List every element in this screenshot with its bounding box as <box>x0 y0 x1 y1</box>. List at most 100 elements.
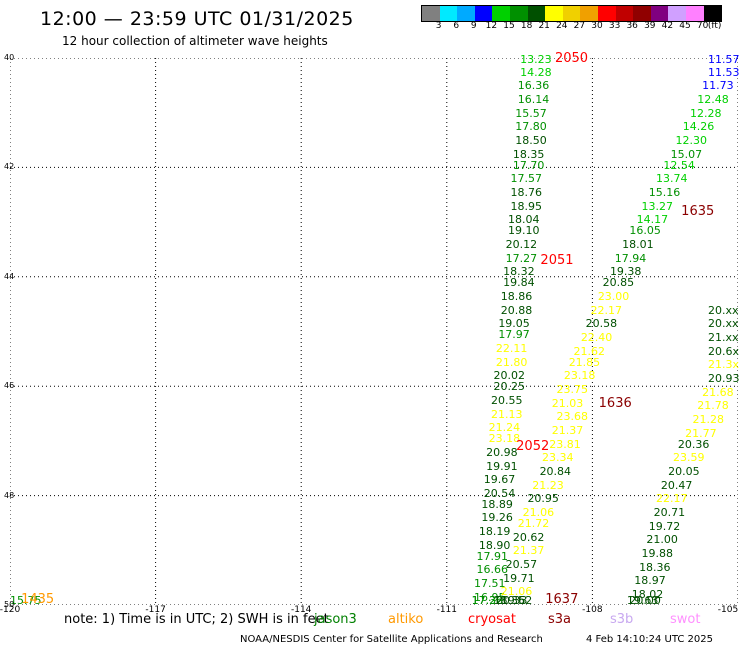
lon-tick-label: -111 <box>436 605 458 615</box>
wave-height-value: 17.32 <box>471 594 504 607</box>
wave-height-value: 14.17 <box>636 213 669 227</box>
wave-height-value: 20.85 <box>602 276 635 290</box>
wave-height-value: 20.05 <box>668 464 700 478</box>
pass-label: 2051 <box>540 253 574 269</box>
wave-height-value: 16.66 <box>476 563 508 577</box>
satellite-legend-s3a: s3a <box>548 612 572 627</box>
satellite-legend-swot: swot <box>670 612 701 627</box>
wave-height-value: 20.93 <box>708 371 740 385</box>
satellite-legend-jason3: jason3 <box>314 612 357 627</box>
legend-tick-label: 30 <box>591 21 603 31</box>
pass-label: 2050 <box>554 51 589 66</box>
wave-height-value: 19.71 <box>503 571 535 585</box>
wave-height-value: 21.37 <box>551 423 584 437</box>
legend-swatch <box>580 6 598 21</box>
lon-tick-label: -105 <box>717 605 739 615</box>
legend-tick-label: 6 <box>453 21 460 31</box>
wave-height-value: 18.95 <box>510 199 542 213</box>
wave-height-value: 11.53 <box>708 65 740 79</box>
wave-height-value: 20.25 <box>493 380 525 394</box>
legend-tick-label: 24 <box>556 21 568 31</box>
wave-height-value: 23.75 <box>556 382 589 396</box>
wave-height-value: 14.26 <box>682 120 715 134</box>
wave-height-value: 16.14 <box>517 93 550 107</box>
legend-tick-label: 15 <box>503 21 515 31</box>
wave-height-value: 17.94 <box>614 251 647 265</box>
wave-height-value: 20.98 <box>486 445 518 459</box>
wave-height-value: 20.xx <box>708 317 739 331</box>
wave-height-value: 21.24 <box>488 421 521 435</box>
wave-height-value: 21.06 <box>500 585 533 599</box>
legend-tick-label: 42 <box>661 21 674 31</box>
wave-height-value: 20.12 <box>505 237 538 251</box>
wave-height-value: 15.57 <box>515 106 547 120</box>
wave-height-value: 22.40 <box>580 330 613 344</box>
color-scale-labels: 3 6 9 12 15 18 21 24 27 30 33 36 39 42 45 70 (ft) <box>421 21 740 33</box>
wave-height-value: 18.36 <box>639 560 671 574</box>
wave-height-value: 19.88 <box>641 547 673 561</box>
wave-height-map: 13.23 14.28 16.36 16.14 15.57 17.80 18.50 18.35… <box>10 52 740 607</box>
wave-height-value: 20.71 <box>653 506 686 519</box>
wave-height-value: 19.10 <box>508 224 540 238</box>
wave-height-value: 21.03 <box>551 396 584 410</box>
wave-height-value: 18.89 <box>481 497 513 511</box>
lon-tick-label: -114 <box>290 605 312 615</box>
lon-tick-label: -108 <box>582 605 603 615</box>
wave-height-value: 21.68 <box>702 385 734 399</box>
note-text: note: 1) Time is in UTC; 2) SWH is in fe… <box>64 612 329 627</box>
legend-swatch <box>562 6 581 21</box>
wave-height-value: 18.76 <box>510 186 542 199</box>
lat-tick-label: 50 <box>4 600 15 609</box>
wave-height-value: 13.23 <box>520 53 552 66</box>
wave-height-value: 23.68 <box>556 410 589 424</box>
wave-height-value: 18.01 <box>622 237 654 251</box>
wave-height-value: 20.36 <box>677 437 710 451</box>
wave-height-value: 21.37 <box>512 544 545 558</box>
wave-height-value: 21.06 <box>522 506 555 519</box>
wave-height-value: 19.38 <box>609 265 642 279</box>
satellite-legend-cryosat: cryosat <box>468 612 516 627</box>
map-grid <box>10 58 738 605</box>
wave-height-value: 20.54 <box>483 486 516 500</box>
wave-height-value: 23.18 <box>488 432 521 446</box>
wave-height-value: 11.73 <box>702 79 734 93</box>
wave-height-value: 16.95 <box>474 590 506 604</box>
wave-height-value: 19.84 <box>503 276 535 290</box>
wave-height-value: 17.57 <box>510 172 542 186</box>
lat-tick-label: 48 <box>4 490 15 500</box>
wave-height-value: 20.95 <box>527 492 559 506</box>
wave-height-value: 17.51 <box>474 577 506 591</box>
satellite-legend-altiko: altiko <box>388 612 424 627</box>
lat-tick-label: 46 <box>4 381 15 391</box>
wave-height-value: 18.19 <box>478 525 511 539</box>
wave-height-value: 11.57 <box>708 53 740 66</box>
lat-tick-label: 44 <box>4 271 15 281</box>
legend-swatch <box>668 6 686 21</box>
legend-tick-label: 27 <box>573 21 586 31</box>
wave-height-value: 23.59 <box>673 451 705 465</box>
pass-label: 1636 <box>598 395 632 411</box>
wave-height-value: 18.32 <box>503 265 535 279</box>
wave-height-value: 19.63 <box>626 594 659 607</box>
legend-swatch <box>527 6 546 21</box>
wave-height-value: 16.36 <box>517 79 550 93</box>
wave-height-value: 19.05 <box>498 317 530 331</box>
legend-swatch <box>597 6 616 21</box>
legend-tick-label: 39 <box>644 21 656 31</box>
wave-height-value: 23.34 <box>542 451 574 465</box>
wave-height-value: 18.04 <box>508 213 540 227</box>
wave-height-value: 20.02 <box>493 369 525 383</box>
legend-tick-label: 9 <box>470 21 477 31</box>
wave-height-value: 19.67 <box>483 473 516 487</box>
legend-swatch <box>685 6 704 21</box>
lon-tick-label: -120 <box>0 605 21 615</box>
legend-swatch <box>492 6 510 21</box>
legend-unit: (ft) <box>707 21 722 31</box>
wave-height-value: 21.80 <box>495 355 528 369</box>
legend-swatch <box>474 6 493 21</box>
wave-height-value: 14.28 <box>520 65 552 79</box>
wave-height-value: 19.91 <box>486 459 518 473</box>
wave-height-value: 12.30 <box>675 134 707 148</box>
legend-swatch <box>439 6 458 21</box>
wave-height-value: 17.27 <box>505 251 538 265</box>
